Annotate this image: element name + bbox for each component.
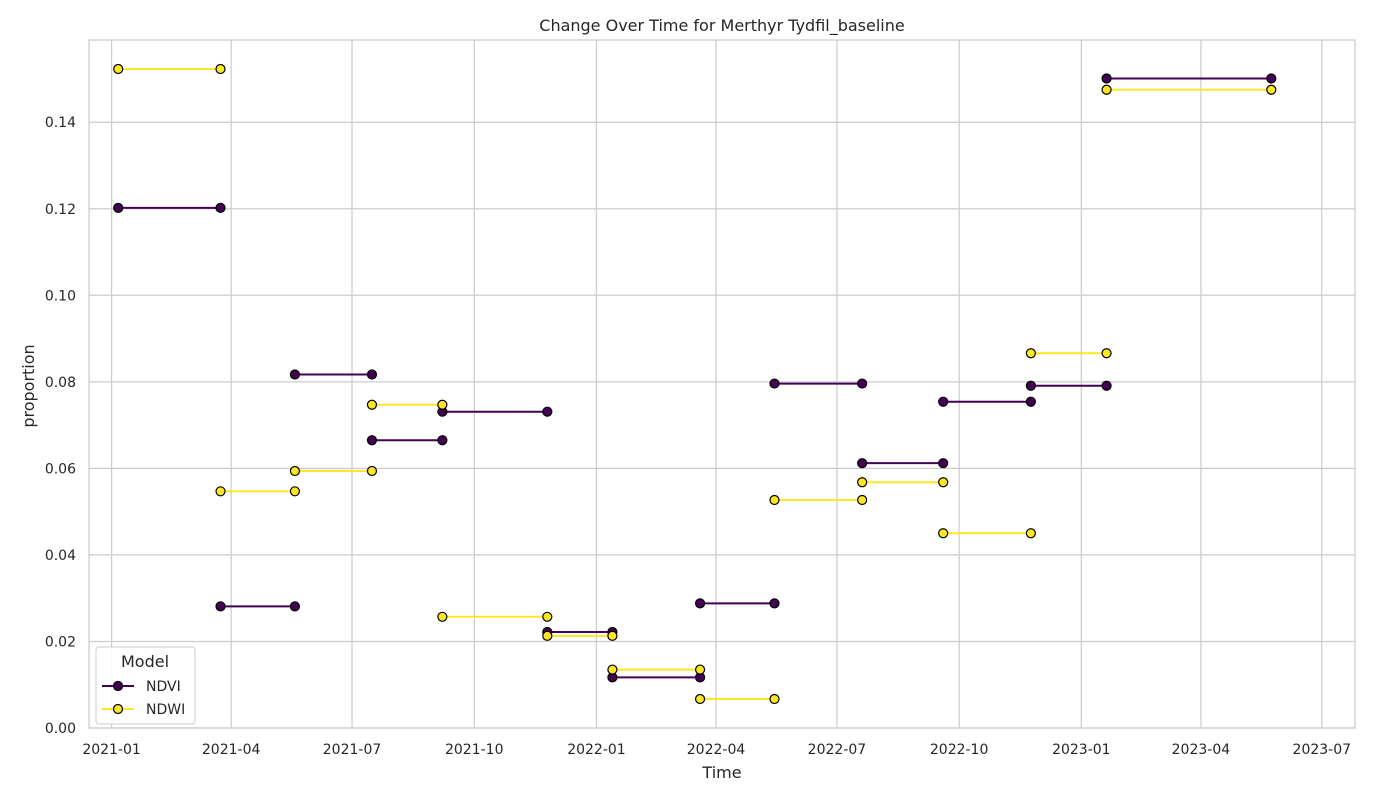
- y-axis-label: proportion: [19, 344, 38, 427]
- data-point: [437, 435, 448, 446]
- data-point: [1025, 348, 1036, 359]
- legend-items: NDVI NDWI: [102, 679, 185, 718]
- y-tick-label: 0.00: [45, 721, 76, 737]
- data-point: [938, 458, 949, 469]
- data-point: [215, 202, 226, 213]
- grid: [89, 40, 1355, 729]
- y-tick-label: 0.08: [45, 375, 76, 391]
- data-point: [366, 369, 378, 380]
- data-point: [857, 378, 868, 389]
- x-tick-label: 2021-07: [323, 742, 382, 758]
- data-point: [366, 435, 378, 446]
- data-point: [857, 494, 868, 506]
- legend-label: NDWI: [146, 702, 185, 718]
- data-point: [215, 63, 226, 75]
- data-point: [289, 369, 301, 380]
- data-point: [289, 601, 301, 612]
- y-tick-label: 0.10: [45, 288, 76, 304]
- series-ndwi: [113, 63, 1277, 705]
- legend-marker: [112, 703, 124, 715]
- data-point: [938, 477, 949, 488]
- data-point: [542, 630, 553, 641]
- data-point: [769, 378, 780, 389]
- chart-title: Change Over Time for Merthyr Tydfil_base…: [539, 16, 904, 36]
- data-point: [113, 202, 124, 213]
- data-point: [542, 406, 553, 417]
- data-point: [694, 598, 706, 609]
- data-point: [1025, 528, 1036, 539]
- x-axis: 2021-01 2021-04 2021-07 2021-10 2022-01 2022-…: [82, 742, 1351, 758]
- x-tick-label: 2021-04: [202, 742, 261, 758]
- data-point: [1025, 396, 1036, 407]
- data-point: [938, 528, 949, 539]
- data-point: [1025, 380, 1036, 391]
- x-tick-label: 2022-01: [567, 742, 626, 758]
- series-layer: [113, 63, 1277, 705]
- data-point: [607, 630, 618, 641]
- data-point: [215, 601, 226, 612]
- data-point: [1266, 73, 1277, 84]
- data-point: [1101, 73, 1112, 84]
- x-tick-label: 2021-01: [82, 742, 141, 758]
- data-point: [769, 494, 780, 506]
- x-tick-label: 2022-07: [808, 742, 867, 758]
- legend: Model NDVI NDWI: [95, 646, 196, 725]
- data-point: [542, 611, 553, 622]
- data-point: [289, 486, 301, 497]
- y-tick-label: 0.14: [45, 115, 76, 131]
- data-point: [215, 486, 226, 497]
- x-tick-label: 2023-01: [1052, 742, 1111, 758]
- series-ndvi: [113, 73, 1277, 683]
- y-tick-label: 0.04: [45, 548, 76, 564]
- data-point: [857, 477, 868, 488]
- x-tick-label: 2023-07: [1293, 742, 1352, 758]
- x-tick-label: 2021-10: [445, 742, 504, 758]
- y-tick-label: 0.12: [45, 202, 76, 218]
- x-tick-label: 2022-04: [687, 742, 746, 758]
- x-axis-label: Time: [701, 763, 741, 782]
- data-point: [694, 693, 706, 705]
- data-point: [769, 693, 780, 705]
- data-point: [437, 611, 448, 622]
- data-point: [366, 399, 378, 410]
- legend-title: Model: [121, 652, 169, 671]
- legend-label: NDVI: [146, 679, 181, 695]
- data-point: [366, 465, 378, 477]
- data-point: [607, 664, 618, 675]
- data-point: [113, 63, 124, 75]
- plot-area: [88, 39, 1356, 729]
- x-tick-label: 2023-04: [1172, 742, 1231, 758]
- data-point: [1266, 84, 1277, 95]
- data-point: [857, 458, 868, 469]
- data-point: [289, 465, 301, 477]
- data-point: [938, 396, 949, 407]
- x-tick-label: 2022-10: [930, 742, 989, 758]
- data-point: [437, 399, 448, 410]
- data-point: [1101, 348, 1112, 359]
- data-point: [694, 664, 706, 675]
- y-tick-label: 0.06: [45, 461, 76, 477]
- data-point: [1101, 380, 1112, 391]
- data-point: [769, 598, 780, 609]
- legend-marker: [112, 680, 124, 692]
- y-tick-label: 0.02: [45, 634, 76, 650]
- y-axis: 0.00 0.02 0.04 0.06 0.08 0.10 0.12 0.14: [45, 115, 76, 737]
- data-point: [1101, 84, 1112, 95]
